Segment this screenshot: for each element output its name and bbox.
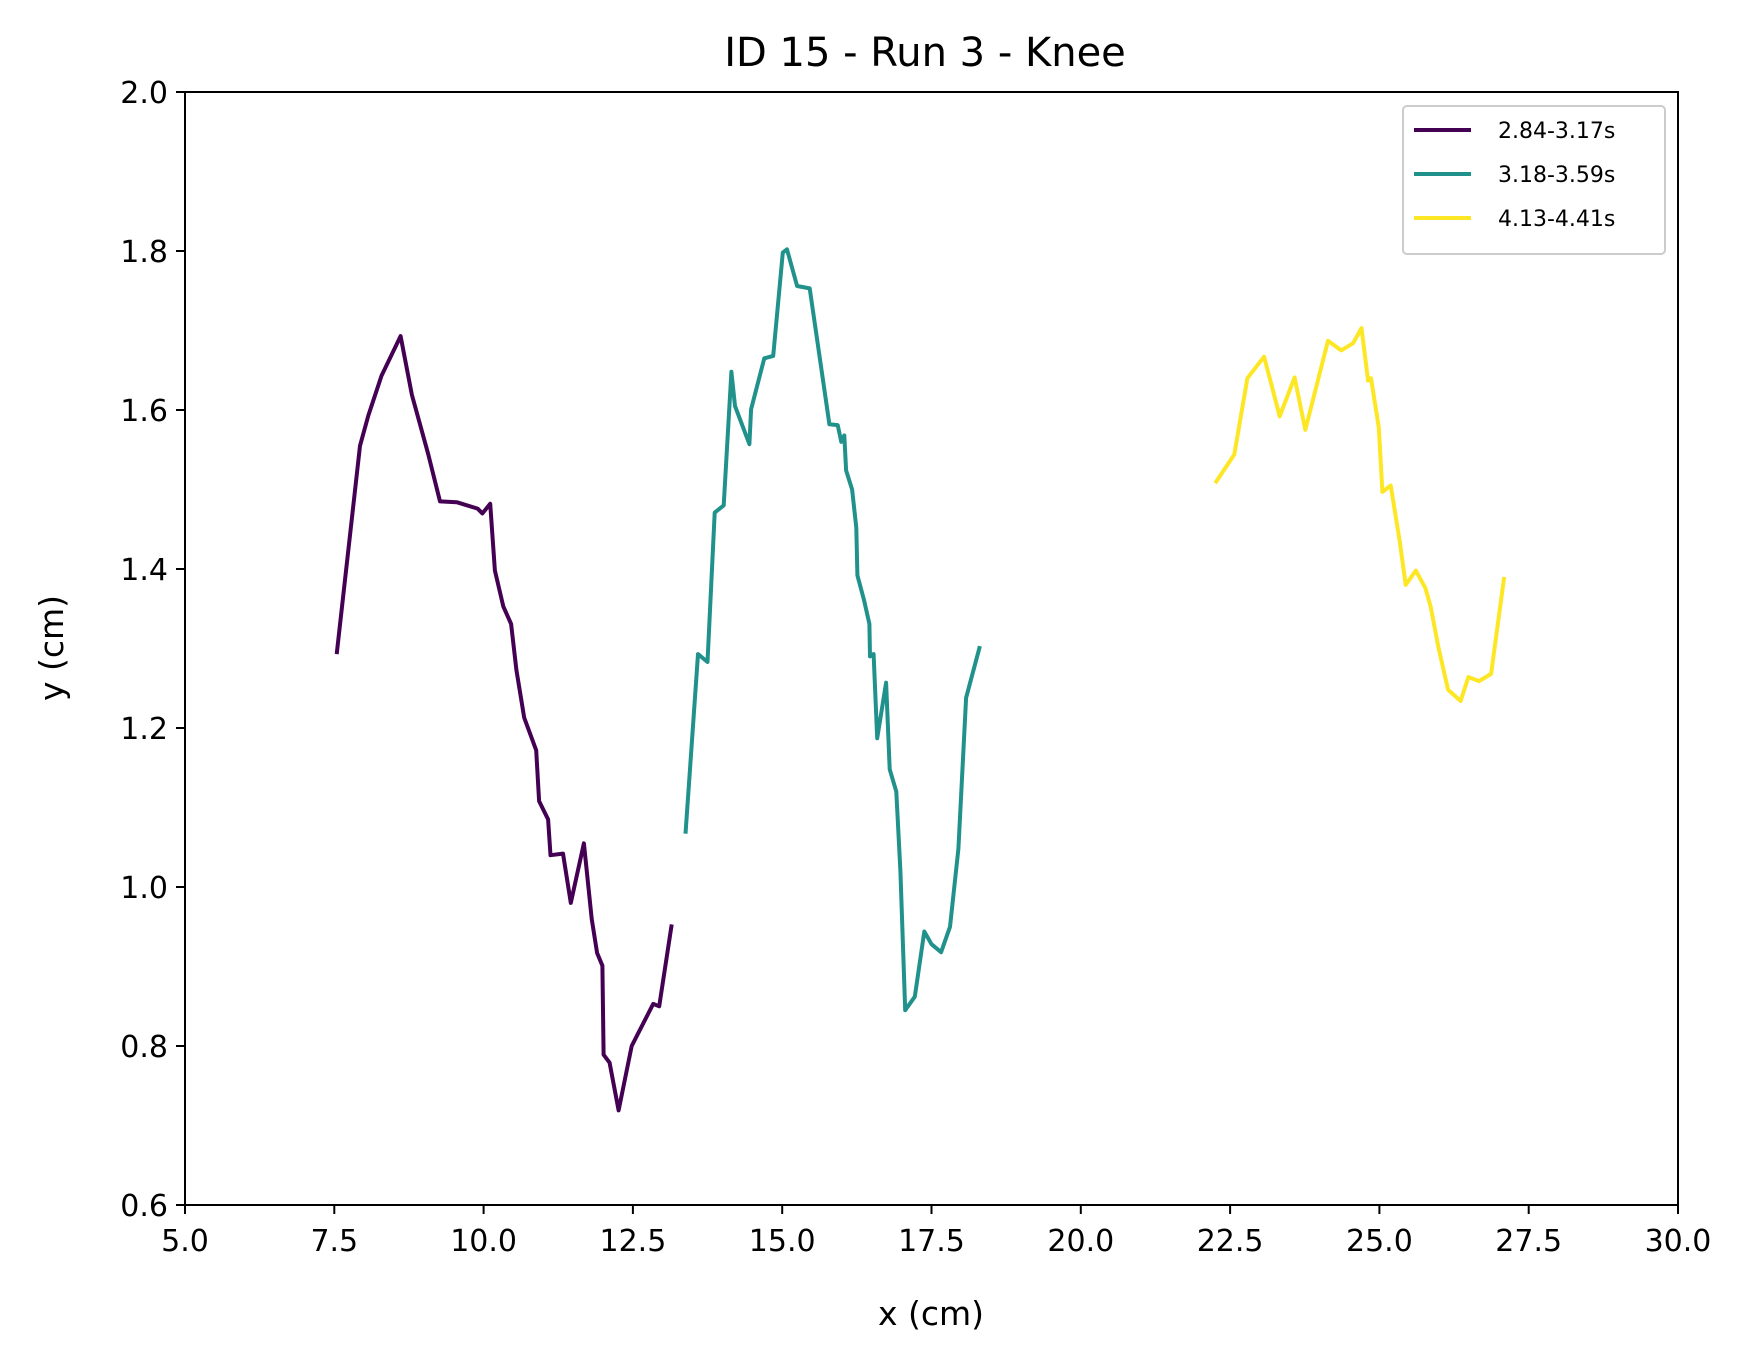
x-tick-label: 27.5 [1495, 1224, 1562, 1259]
y-tick-label: 2.0 [120, 76, 168, 111]
x-axis-label: x (cm) [878, 1294, 984, 1333]
y-tick-label: 1.8 [120, 235, 168, 270]
x-tick-label: 7.5 [310, 1224, 358, 1259]
legend: 2.84-3.17s 3.18-3.59s 4.13-4.41s [1402, 105, 1666, 255]
y-tick-label: 1.2 [120, 712, 168, 747]
series-line-1 [334, 334, 674, 1113]
x-tick-label: 15.0 [749, 1224, 816, 1259]
x-axis: 5.0 7.5 10.0 12.5 15.0 17.5 20.0 22.5 25.0 27.5 30… [161, 1205, 1711, 1259]
legend-label: 3.18-3.59s [1498, 163, 1615, 188]
y-tick-label: 1.4 [120, 553, 168, 588]
x-tick-label: 10.0 [450, 1224, 517, 1259]
series-line-2 [683, 247, 982, 1013]
x-tick-label: 12.5 [600, 1224, 667, 1259]
y-tick-label: 1.6 [120, 394, 168, 429]
series-layer [334, 247, 1507, 1113]
x-tick-label: 25.0 [1346, 1224, 1413, 1259]
legend-label: 4.13-4.41s [1498, 207, 1615, 232]
legend-label: 2.84-3.17s [1498, 119, 1615, 144]
y-tick-label: 0.6 [120, 1189, 168, 1224]
x-tick-label: 5.0 [161, 1224, 209, 1259]
y-axis-label: y (cm) [32, 595, 71, 701]
x-tick-label: 22.5 [1197, 1224, 1264, 1259]
x-tick-label: 20.0 [1047, 1224, 1114, 1259]
x-tick-label: 30.0 [1645, 1224, 1712, 1259]
chart-title: ID 15 - Run 3 - Knee [724, 30, 1126, 76]
y-tick-label: 0.8 [120, 1030, 168, 1065]
series-line-3 [1213, 326, 1507, 703]
x-tick-label: 17.5 [898, 1224, 965, 1259]
y-tick-label: 1.0 [120, 871, 168, 906]
y-axis: 0.6 0.8 1.0 1.2 1.4 1.6 1.8 2.0 [120, 76, 185, 1224]
